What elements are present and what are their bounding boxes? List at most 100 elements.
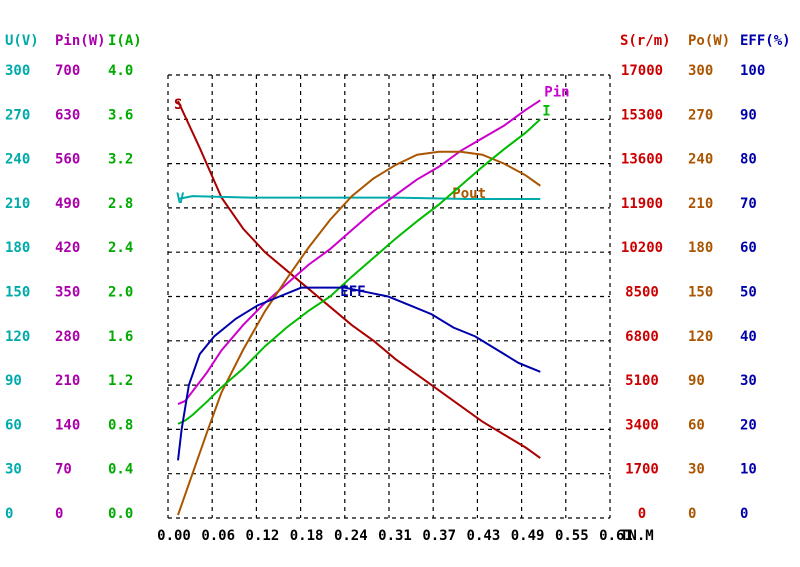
right-axis-header: EFF(%)	[740, 33, 791, 49]
series-label-i: I	[542, 103, 550, 119]
left-axis-tick-label: 180	[5, 240, 30, 256]
left-axis-tick-label: 210	[5, 196, 30, 212]
right-axis-tick-label: 6800	[625, 329, 659, 345]
left-axis-tick-label: 0	[5, 506, 13, 522]
right-axis-tick-label: 210	[688, 196, 713, 212]
right-axis-tick-label: 270	[688, 107, 713, 123]
left-axis-tick-label: 0.4	[108, 462, 133, 478]
right-axis-tick-label: 90	[688, 373, 705, 389]
right-axis-tick-label: 60	[688, 417, 705, 433]
right-axis-tick-label: 80	[740, 152, 757, 168]
left-axis-tick-label: 60	[5, 417, 22, 433]
right-axis-tick-label: 40	[740, 329, 757, 345]
left-axis-tick-label: 240	[5, 152, 30, 168]
left-axis-tick-label: 140	[55, 417, 80, 433]
right-axis-tick-label: 11900	[621, 196, 663, 212]
right-axis-tick-label: 1700	[625, 462, 659, 478]
left-axis-tick-label: 2.4	[108, 240, 133, 256]
right-axis-tick-label: 0	[638, 506, 646, 522]
right-axis-tick-label: 0	[740, 506, 748, 522]
left-axis-header: I(A)	[108, 33, 142, 49]
right-axis-header: Po(W)	[688, 33, 730, 49]
right-axis-tick-label: 10	[740, 462, 757, 478]
x-axis-tick-label: 0.12	[246, 528, 280, 544]
x-axis-tick-label: 0.49	[511, 528, 545, 544]
left-axis-tick-label: 70	[55, 462, 72, 478]
left-axis-tick-label: 2.8	[108, 196, 133, 212]
left-axis-tick-label: 300	[5, 63, 30, 79]
x-axis-label: TN.M	[620, 528, 654, 544]
right-axis-tick-label: 240	[688, 152, 713, 168]
series-line-pin	[177, 99, 541, 406]
left-axis-tick-label: 30	[5, 462, 22, 478]
left-axis-tick-label: 0.8	[108, 417, 133, 433]
right-axis-tick-label: 70	[740, 196, 757, 212]
x-axis-tick-label: 0.61	[599, 528, 633, 544]
series-label-pout: Pout	[452, 186, 486, 202]
left-axis-tick-label: 0.0	[108, 506, 133, 522]
series-line-pout	[177, 150, 541, 516]
right-axis-tick-label: 3400	[625, 417, 659, 433]
left-axis-tick-label: 1.2	[108, 373, 133, 389]
right-axis-tick-label: 120	[688, 329, 713, 345]
series-label-v: V	[176, 191, 185, 207]
x-axis-tick-label: 0.37	[422, 528, 456, 544]
right-axis-tick-label: 13600	[621, 152, 663, 168]
left-axis-tick-label: 120	[5, 329, 30, 345]
series-line-i	[177, 118, 541, 425]
x-axis-tick-label: 0.55	[555, 528, 589, 544]
right-axis-tick-label: 100	[740, 63, 765, 79]
left-axis-header: Pin(W)	[55, 33, 106, 49]
left-axis-tick-label: 270	[5, 107, 30, 123]
left-axis-tick-label: 0	[55, 506, 63, 522]
left-axis-tick-label: 3.6	[108, 107, 133, 123]
left-axis-tick-label: 90	[5, 373, 22, 389]
left-axis-tick-label: 150	[5, 285, 30, 301]
axis-labels: U(V)3002702402101801501209060300Pin(W)70…	[5, 33, 791, 544]
x-axis-tick-label: 0.06	[201, 528, 235, 544]
left-axis-tick-label: 560	[55, 152, 80, 168]
right-axis-tick-label: 15300	[621, 107, 663, 123]
right-axis-tick-label: 20	[740, 417, 757, 433]
series-line-v	[177, 195, 541, 201]
left-axis-tick-label: 4.0	[108, 63, 133, 79]
right-axis-tick-label: 300	[688, 63, 713, 79]
right-axis-tick-label: 5100	[625, 373, 659, 389]
right-axis-tick-label: 30	[688, 462, 705, 478]
left-axis-tick-label: 3.2	[108, 152, 133, 168]
right-axis-tick-label: 150	[688, 285, 713, 301]
left-axis-tick-label: 350	[55, 285, 80, 301]
right-axis-tick-label: 180	[688, 240, 713, 256]
right-axis-tick-label: 10200	[621, 240, 663, 256]
chart-grid	[167, 74, 611, 519]
x-axis-tick-label: 0.43	[467, 528, 501, 544]
left-axis-tick-label: 490	[55, 196, 80, 212]
x-axis-tick-label: 0.18	[290, 528, 324, 544]
right-axis-tick-label: 0	[688, 506, 696, 522]
left-axis-tick-label: 1.6	[108, 329, 133, 345]
left-axis-tick-label: 210	[55, 373, 80, 389]
right-axis-header: S(r/m)	[620, 33, 671, 49]
right-axis-tick-label: 30	[740, 373, 757, 389]
series-label-pin: Pin	[544, 84, 569, 100]
left-axis-tick-label: 2.0	[108, 285, 133, 301]
left-axis-tick-label: 630	[55, 107, 80, 123]
left-axis-header: U(V)	[5, 33, 39, 49]
right-axis-tick-label: 60	[740, 240, 757, 256]
series-line-eff	[177, 286, 541, 461]
left-axis-tick-label: 280	[55, 329, 80, 345]
right-axis-tick-label: 17000	[621, 63, 663, 79]
series-label-s: S	[174, 97, 182, 113]
series-label-eff: EFF	[340, 284, 365, 300]
right-axis-tick-label: 8500	[625, 285, 659, 301]
chart-series: S V Pin Pout I EFF	[174, 84, 570, 516]
left-axis-tick-label: 420	[55, 240, 80, 256]
x-axis-tick-label: 0.00	[157, 528, 191, 544]
x-axis-tick-label: 0.24	[334, 528, 368, 544]
right-axis-tick-label: 50	[740, 285, 757, 301]
x-axis-tick-label: 0.31	[378, 528, 412, 544]
right-axis-tick-label: 90	[740, 107, 757, 123]
left-axis-tick-label: 700	[55, 63, 80, 79]
series-line-s	[177, 100, 541, 459]
